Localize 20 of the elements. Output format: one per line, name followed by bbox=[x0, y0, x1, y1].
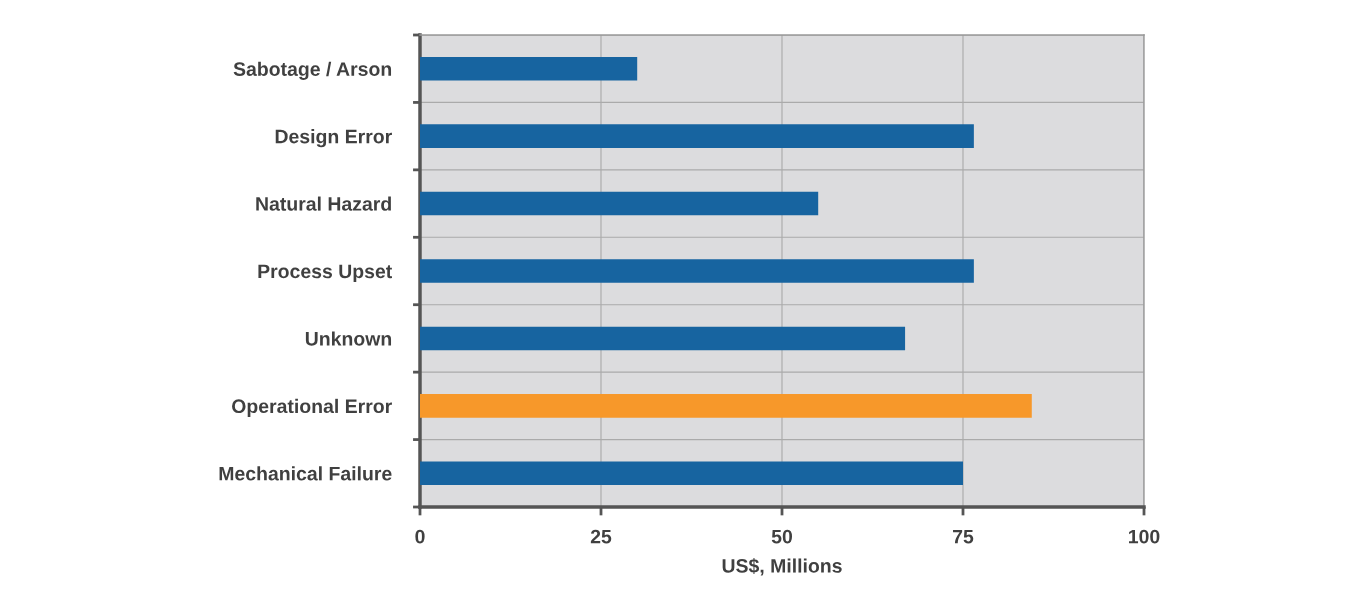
bar bbox=[420, 461, 963, 486]
y-tick-label: Sabotage / Arson bbox=[233, 61, 392, 80]
x-tick-label: 0 bbox=[415, 529, 425, 544]
bar bbox=[420, 326, 906, 351]
bar bbox=[420, 124, 974, 148]
y-tick-label: Natural Hazard bbox=[256, 196, 391, 211]
y-tick-label: Process Upset bbox=[258, 264, 392, 283]
bar bbox=[420, 191, 819, 216]
x-tick-label: 100 bbox=[1129, 529, 1160, 544]
y-tick-label: Mechanical Failure bbox=[219, 466, 392, 481]
y-tick-label: Operational Error bbox=[232, 398, 392, 417]
x-tick-label: 25 bbox=[590, 529, 612, 544]
bar bbox=[420, 394, 1032, 418]
bar bbox=[420, 56, 638, 81]
x-axis-title: US$, Millions bbox=[722, 558, 842, 576]
x-tick-label: 50 bbox=[771, 529, 793, 544]
x-tick-label: 75 bbox=[953, 529, 974, 544]
y-tick-label: Unknown bbox=[305, 331, 392, 346]
bar bbox=[420, 259, 974, 283]
y-tick-label: Design Error bbox=[275, 129, 392, 148]
